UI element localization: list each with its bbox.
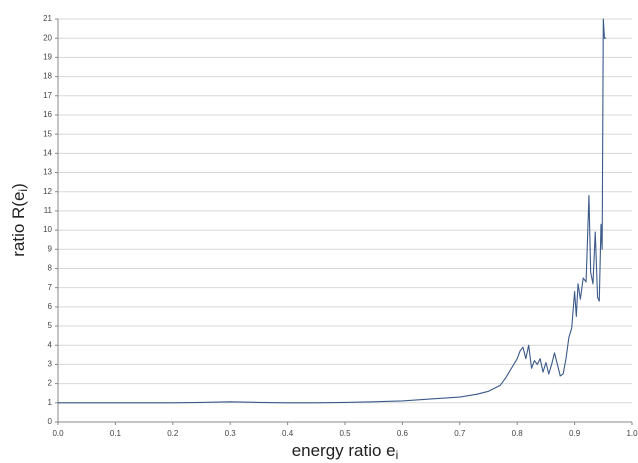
- y-tick-label: 5: [48, 321, 53, 330]
- y-tick-label: 20: [43, 33, 52, 42]
- y-tick-label: 19: [43, 52, 52, 61]
- y-axis-title: ratio R(ei): [9, 183, 30, 257]
- y-tick-label: 1: [48, 398, 53, 407]
- x-tick-label: 0.7: [454, 429, 466, 438]
- x-tick-label: 0.2: [167, 429, 179, 438]
- x-tick-label: 1.0: [626, 429, 638, 438]
- x-tick-label: 0.9: [569, 429, 581, 438]
- x-tick-label: 0.6: [397, 429, 409, 438]
- y-tick-label: 12: [43, 187, 52, 196]
- y-tick-label: 10: [43, 225, 52, 234]
- x-axis-title-subscript: i: [396, 448, 399, 462]
- y-tick-label: 2: [48, 379, 53, 388]
- x-tick-label: 0.5: [339, 429, 351, 438]
- y-tick-label: 14: [43, 148, 52, 157]
- y-tick-label: 17: [43, 91, 52, 100]
- y-tick-label: 3: [48, 360, 53, 369]
- x-tick-label: 0.3: [225, 429, 237, 438]
- y-tick-label: 4: [48, 340, 53, 349]
- data-line: [58, 18, 607, 404]
- y-tick-label: 15: [43, 129, 52, 138]
- x-tick-label: 0.8: [512, 429, 524, 438]
- y-axis-title-suffix: ): [9, 183, 28, 189]
- y-axis-title-text: ratio R(e: [9, 192, 28, 257]
- x-tick-label: 0.0: [52, 429, 64, 438]
- y-tick-label: 21: [43, 14, 52, 23]
- y-tick-label: 6: [48, 302, 53, 311]
- y-axis-title-subscript: i: [16, 189, 30, 192]
- x-tick-label: 0.4: [282, 429, 294, 438]
- y-tick-label: 11: [44, 206, 53, 215]
- x-axis-title: energy ratio ei: [292, 441, 399, 462]
- y-tick-label: 7: [48, 283, 53, 292]
- y-tick-label: 18: [43, 72, 52, 81]
- y-tick-label: 8: [48, 264, 53, 273]
- x-tick-label: 0.1: [110, 429, 122, 438]
- y-tick-label: 0: [48, 417, 53, 426]
- y-tick-label: 9: [48, 244, 53, 253]
- y-tick-label: 16: [43, 110, 52, 119]
- x-axis-title-text: energy ratio e: [292, 441, 396, 460]
- y-tick-label: 13: [43, 168, 52, 177]
